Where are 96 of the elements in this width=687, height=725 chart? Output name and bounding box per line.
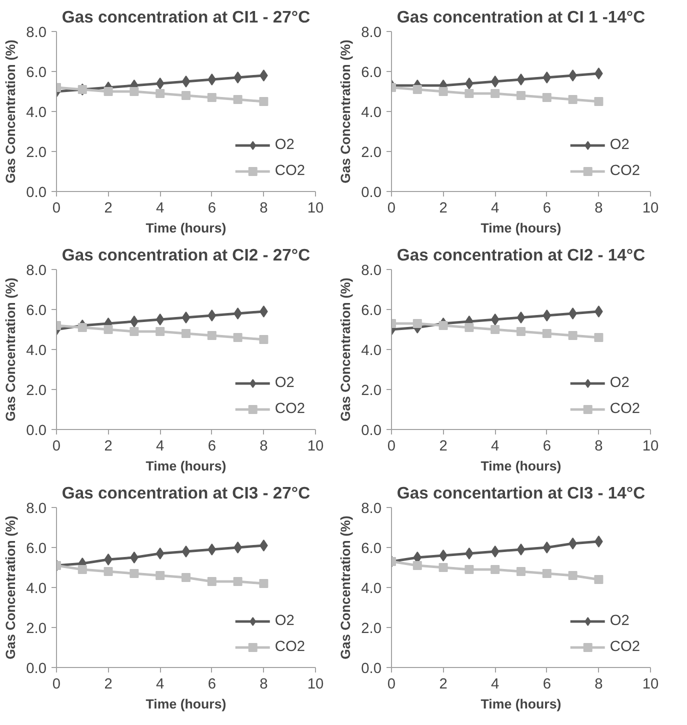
y-tick-label: 4.0 bbox=[26, 105, 46, 121]
legend-label: CO2 bbox=[610, 401, 640, 417]
x-tick-label: 2 bbox=[439, 676, 448, 692]
y-tick-label: 0.0 bbox=[26, 185, 46, 201]
x-axis-title: Time (hours) bbox=[146, 220, 226, 236]
x-tick-label: 8 bbox=[594, 438, 603, 454]
x-tick-label: 2 bbox=[439, 200, 448, 216]
x-tick-label: 4 bbox=[156, 438, 164, 454]
x-axis-title: Time (hours) bbox=[480, 220, 562, 236]
x-tick-label: 10 bbox=[642, 200, 659, 216]
y-tick-label: 2.0 bbox=[361, 383, 382, 399]
x-tick-label: 6 bbox=[208, 438, 216, 454]
legend-label: CO2 bbox=[610, 163, 640, 179]
legend-label: O2 bbox=[610, 137, 630, 153]
x-tick-label: 10 bbox=[642, 438, 659, 454]
y-tick-label: 4.0 bbox=[361, 581, 382, 597]
legend-label: O2 bbox=[274, 137, 295, 153]
x-tick-label: 6 bbox=[542, 438, 551, 454]
x-tick-label: 2 bbox=[104, 200, 112, 216]
x-tick-label: 6 bbox=[208, 200, 216, 216]
y-axis-title: Gas Concentration (%) bbox=[338, 516, 354, 660]
x-tick-label: 6 bbox=[542, 200, 551, 216]
chart-title: Gas concentration at CI2 - 14°C bbox=[396, 246, 646, 264]
x-tick-label: 10 bbox=[307, 438, 324, 454]
x-tick-label: 0 bbox=[52, 438, 61, 454]
x-tick-label: 10 bbox=[642, 676, 659, 692]
y-tick-label: 8.0 bbox=[26, 501, 46, 517]
x-axis-title: Time (hours) bbox=[146, 696, 226, 712]
x-tick-label: 4 bbox=[491, 438, 500, 454]
y-axis-title: Gas Concentration (%) bbox=[338, 278, 354, 422]
x-tick-label: 8 bbox=[260, 438, 268, 454]
x-tick-label: 8 bbox=[594, 200, 603, 216]
x-tick-label: 4 bbox=[491, 200, 500, 216]
chart-title: Gas concentration at CI2 - 27°C bbox=[62, 246, 310, 264]
y-tick-label: 0.0 bbox=[26, 661, 46, 677]
legend-label: O2 bbox=[610, 375, 630, 391]
y-tick-label: 8.0 bbox=[26, 263, 46, 279]
x-tick-label: 0 bbox=[52, 676, 61, 692]
x-tick-label: 0 bbox=[387, 200, 396, 216]
x-tick-label: 2 bbox=[104, 438, 112, 454]
x-axis-title: Time (hours) bbox=[146, 458, 226, 474]
legend-label: O2 bbox=[610, 613, 630, 629]
y-tick-label: 4.0 bbox=[361, 343, 382, 359]
y-tick-label: 2.0 bbox=[361, 621, 382, 637]
chart-title: Gas concentration at CI1 - 27°C bbox=[62, 8, 310, 26]
x-axis-title: Time (hours) bbox=[480, 458, 562, 474]
y-axis-title: Gas Concentration (%) bbox=[338, 40, 354, 184]
y-tick-label: 2.0 bbox=[361, 145, 382, 161]
y-tick-label: 8.0 bbox=[361, 501, 382, 517]
chart-title: Gas concentration at CI3 - 27°C bbox=[62, 484, 310, 502]
x-tick-label: 4 bbox=[156, 200, 164, 216]
y-tick-label: 0.0 bbox=[26, 423, 46, 439]
x-tick-label: 8 bbox=[594, 676, 603, 692]
y-tick-label: 4.0 bbox=[26, 343, 46, 359]
y-tick-label: 6.0 bbox=[361, 65, 382, 81]
x-tick-label: 4 bbox=[156, 676, 164, 692]
legend-label: CO2 bbox=[274, 639, 305, 655]
y-tick-label: 6.0 bbox=[361, 303, 382, 319]
legend-label: CO2 bbox=[610, 639, 640, 655]
x-tick-label: 10 bbox=[307, 676, 324, 692]
y-tick-label: 0.0 bbox=[361, 185, 382, 201]
y-axis-title: Gas Concentration (%) bbox=[3, 516, 18, 660]
y-tick-label: 6.0 bbox=[26, 303, 46, 319]
x-tick-label: 0 bbox=[387, 676, 396, 692]
x-tick-label: 0 bbox=[387, 438, 396, 454]
x-tick-label: 4 bbox=[491, 676, 500, 692]
x-axis-title: Time (hours) bbox=[480, 696, 562, 712]
y-tick-label: 6.0 bbox=[26, 541, 46, 557]
legend-label: O2 bbox=[274, 613, 295, 629]
y-tick-label: 0.0 bbox=[361, 661, 382, 677]
y-tick-label: 4.0 bbox=[361, 105, 382, 121]
y-tick-label: 8.0 bbox=[361, 263, 382, 279]
y-tick-label: 2.0 bbox=[26, 145, 46, 161]
y-tick-label: 2.0 bbox=[26, 621, 46, 637]
x-tick-label: 0 bbox=[52, 200, 61, 216]
x-tick-label: 2 bbox=[104, 676, 112, 692]
y-tick-label: 8.0 bbox=[361, 25, 382, 41]
x-tick-label: 8 bbox=[260, 200, 268, 216]
x-tick-label: 6 bbox=[542, 676, 551, 692]
legend-label: CO2 bbox=[274, 401, 305, 417]
chart-title: Gas concentartion at CI3 - 14°C bbox=[396, 484, 646, 502]
x-tick-label: 2 bbox=[439, 438, 448, 454]
x-tick-label: 10 bbox=[307, 200, 324, 216]
y-tick-label: 4.0 bbox=[26, 581, 46, 597]
x-tick-label: 6 bbox=[208, 676, 216, 692]
y-tick-label: 6.0 bbox=[26, 65, 46, 81]
y-tick-label: 0.0 bbox=[361, 423, 382, 439]
legend-label: CO2 bbox=[274, 163, 305, 179]
y-tick-label: 2.0 bbox=[26, 383, 46, 399]
y-tick-label: 6.0 bbox=[361, 541, 382, 557]
y-axis-title: Gas Concentration (%) bbox=[3, 40, 18, 184]
legend-label: O2 bbox=[274, 375, 295, 391]
y-tick-label: 8.0 bbox=[26, 25, 46, 41]
chart-title: Gas concentration at CI 1 -14°C bbox=[396, 8, 646, 26]
x-tick-label: 8 bbox=[260, 676, 268, 692]
y-axis-title: Gas Concentration (%) bbox=[3, 278, 18, 422]
